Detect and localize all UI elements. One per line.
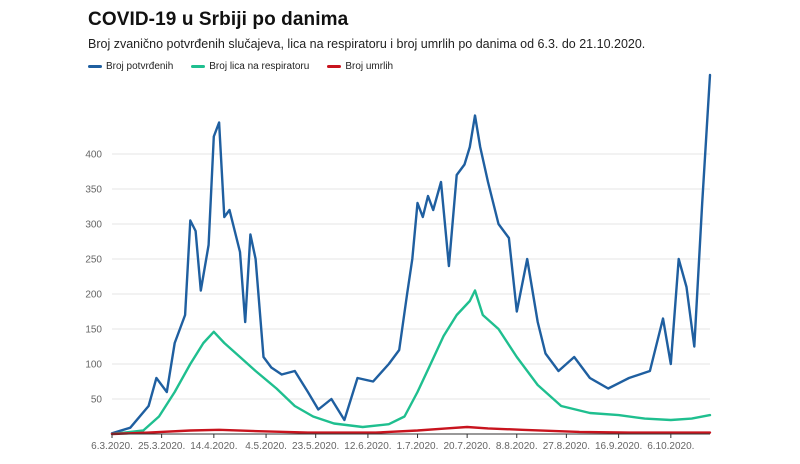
x-tick-label: 4.5.2020. bbox=[245, 441, 287, 452]
chart-title: COVID-19 u Srbiji po danima bbox=[88, 9, 349, 30]
x-tick-label: 12.6.2020. bbox=[344, 441, 391, 452]
legend: Broj potvrđenih Broj lica na respiratoru… bbox=[88, 61, 393, 72]
x-tick-label: 14.4.2020. bbox=[190, 441, 237, 452]
legend-item-potvrdjeni[interactable]: Broj potvrđenih bbox=[88, 61, 173, 72]
x-tick-label: 1.7.2020. bbox=[397, 441, 439, 452]
legend-label-respirator: Broj lica na respiratoru bbox=[209, 61, 310, 72]
legend-label-potvrdjeni: Broj potvrđenih bbox=[106, 61, 174, 72]
y-tick-label: 300 bbox=[85, 220, 102, 231]
x-tick-label: 8.8.2020. bbox=[496, 441, 538, 452]
x-tick-label: 25.3.2020. bbox=[138, 441, 185, 452]
chart-subtitle: Broj zvanično potvrđenih slučajeva, lica… bbox=[88, 37, 646, 51]
legend-item-respirator[interactable]: Broj lica na respiratoru bbox=[191, 61, 309, 72]
x-tick-label: 6.3.2020. bbox=[91, 441, 133, 452]
x-tick-label: 27.8.2020. bbox=[543, 441, 590, 452]
legend-swatch-respirator bbox=[191, 65, 206, 68]
x-tick-label: 20.7.2020. bbox=[444, 441, 491, 452]
y-tick-label: 150 bbox=[85, 325, 102, 336]
legend-item-umrli[interactable]: Broj umrlih bbox=[327, 61, 393, 72]
legend-label-umrli: Broj umrlih bbox=[345, 61, 394, 72]
x-tick-label: 23.5.2020. bbox=[292, 441, 339, 452]
y-tick-label: 100 bbox=[85, 360, 102, 371]
series-line-potvrdjeni[interactable] bbox=[110, 73, 712, 435]
x-tick-label: 6.10.2020. bbox=[647, 441, 694, 452]
legend-swatch-umrli bbox=[327, 65, 342, 68]
series-line-respirator[interactable] bbox=[110, 289, 712, 436]
y-tick-label: 350 bbox=[85, 185, 102, 196]
legend-swatch-potvrdjeni bbox=[88, 65, 102, 68]
y-tick-label: 400 bbox=[85, 150, 102, 161]
y-tick-label: 200 bbox=[85, 290, 102, 301]
y-tick-label: 250 bbox=[85, 255, 102, 266]
x-tick-label: 16.9.2020. bbox=[595, 441, 642, 452]
y-tick-label: 50 bbox=[91, 395, 103, 406]
series-line-umrli[interactable] bbox=[110, 425, 712, 436]
